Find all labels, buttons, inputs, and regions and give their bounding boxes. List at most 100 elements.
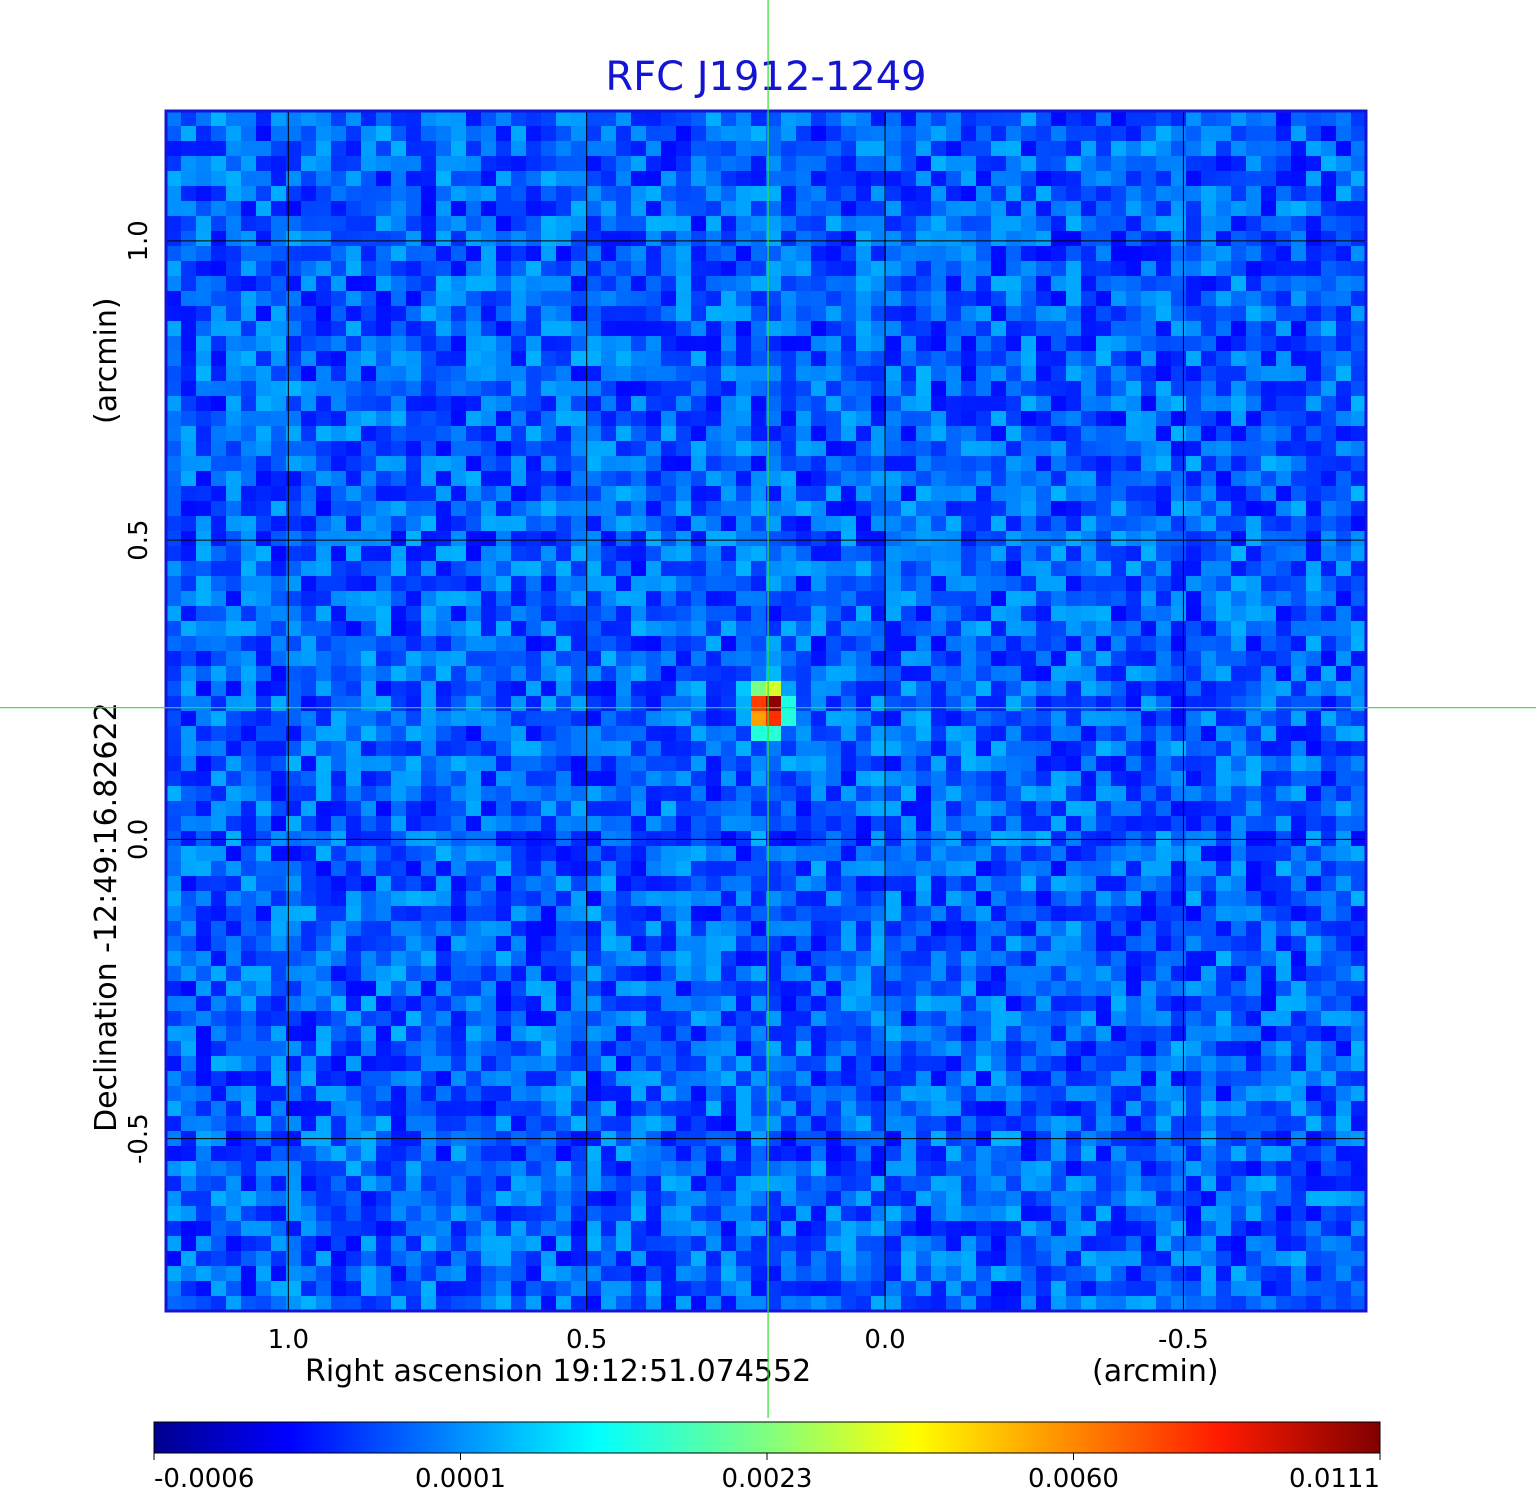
image-pixel xyxy=(751,471,767,487)
image-pixel xyxy=(1006,786,1022,802)
image-pixel xyxy=(466,591,482,607)
image-pixel xyxy=(736,786,752,802)
image-pixel xyxy=(586,261,602,277)
image-pixel xyxy=(901,936,917,952)
image-pixel xyxy=(886,321,902,337)
image-pixel xyxy=(301,981,317,997)
image-pixel xyxy=(1201,561,1217,577)
image-pixel xyxy=(991,561,1007,577)
image-pixel xyxy=(1141,831,1157,847)
image-pixel xyxy=(631,891,647,907)
image-pixel xyxy=(406,171,422,187)
image-pixel xyxy=(736,951,752,967)
image-pixel xyxy=(211,201,227,217)
image-pixel xyxy=(256,756,272,772)
image-pixel xyxy=(601,411,617,427)
image-pixel xyxy=(1336,291,1352,307)
image-pixel xyxy=(1006,111,1022,127)
image-pixel xyxy=(586,561,602,577)
image-pixel xyxy=(451,516,467,532)
image-pixel xyxy=(1276,846,1292,862)
image-pixel xyxy=(466,711,482,727)
image-pixel xyxy=(616,261,632,277)
image-pixel xyxy=(496,426,512,442)
image-pixel xyxy=(886,561,902,577)
image-pixel xyxy=(1126,591,1142,607)
image-pixel xyxy=(841,291,857,307)
image-pixel xyxy=(301,111,317,127)
image-pixel xyxy=(556,501,572,517)
image-pixel xyxy=(796,831,812,847)
image-pixel xyxy=(631,201,647,217)
image-pixel xyxy=(661,786,677,802)
image-pixel xyxy=(1156,336,1172,352)
image-pixel xyxy=(931,306,947,322)
image-pixel xyxy=(766,846,782,862)
image-pixel xyxy=(616,786,632,802)
image-pixel xyxy=(421,936,437,952)
image-pixel xyxy=(1051,456,1067,472)
image-pixel xyxy=(1081,501,1097,517)
image-pixel xyxy=(556,816,572,832)
image-pixel xyxy=(796,111,812,127)
image-pixel xyxy=(556,261,572,277)
image-pixel xyxy=(241,426,257,442)
image-pixel xyxy=(586,441,602,457)
image-pixel xyxy=(571,141,587,157)
image-pixel xyxy=(1111,546,1127,562)
image-pixel xyxy=(1291,456,1307,472)
image-pixel xyxy=(196,576,212,592)
image-pixel xyxy=(256,561,272,577)
image-pixel xyxy=(796,906,812,922)
image-pixel xyxy=(511,681,527,697)
image-pixel xyxy=(1291,576,1307,592)
image-pixel xyxy=(1276,531,1292,547)
image-pixel xyxy=(526,696,542,712)
image-pixel xyxy=(1231,321,1247,337)
image-pixel xyxy=(1336,186,1352,202)
image-pixel xyxy=(646,651,662,667)
image-pixel xyxy=(1051,771,1067,787)
image-pixel xyxy=(826,486,842,502)
image-pixel xyxy=(451,561,467,577)
image-pixel xyxy=(1126,501,1142,517)
image-pixel xyxy=(496,186,512,202)
image-pixel xyxy=(406,141,422,157)
image-pixel xyxy=(901,501,917,517)
image-pixel xyxy=(811,891,827,907)
image-pixel xyxy=(931,291,947,307)
image-pixel xyxy=(1231,471,1247,487)
image-pixel xyxy=(661,561,677,577)
image-pixel xyxy=(1336,201,1352,217)
image-pixel xyxy=(1066,456,1082,472)
image-pixel xyxy=(706,246,722,262)
image-pixel xyxy=(256,621,272,637)
image-pixel xyxy=(1321,786,1337,802)
image-pixel xyxy=(946,141,962,157)
image-pixel xyxy=(361,711,377,727)
image-pixel xyxy=(631,786,647,802)
image-pixel xyxy=(691,111,707,127)
image-pixel xyxy=(871,381,887,397)
image-pixel xyxy=(1036,156,1052,172)
image-pixel xyxy=(1126,426,1142,442)
image-pixel xyxy=(1261,396,1277,412)
image-pixel xyxy=(1186,456,1202,472)
image-pixel xyxy=(1126,396,1142,412)
image-pixel xyxy=(361,321,377,337)
image-pixel xyxy=(1336,516,1352,532)
image-pixel xyxy=(421,1041,437,1057)
image-pixel xyxy=(796,126,812,142)
image-pixel xyxy=(256,1011,272,1027)
image-pixel xyxy=(1186,966,1202,982)
image-pixel xyxy=(1081,471,1097,487)
image-pixel xyxy=(1156,666,1172,682)
image-pixel xyxy=(676,1011,692,1027)
image-pixel xyxy=(856,231,872,247)
image-pixel xyxy=(571,981,587,997)
image-pixel xyxy=(1066,801,1082,817)
image-pixel xyxy=(976,336,992,352)
image-pixel xyxy=(1111,981,1127,997)
image-pixel xyxy=(766,726,782,742)
image-pixel xyxy=(1261,351,1277,367)
